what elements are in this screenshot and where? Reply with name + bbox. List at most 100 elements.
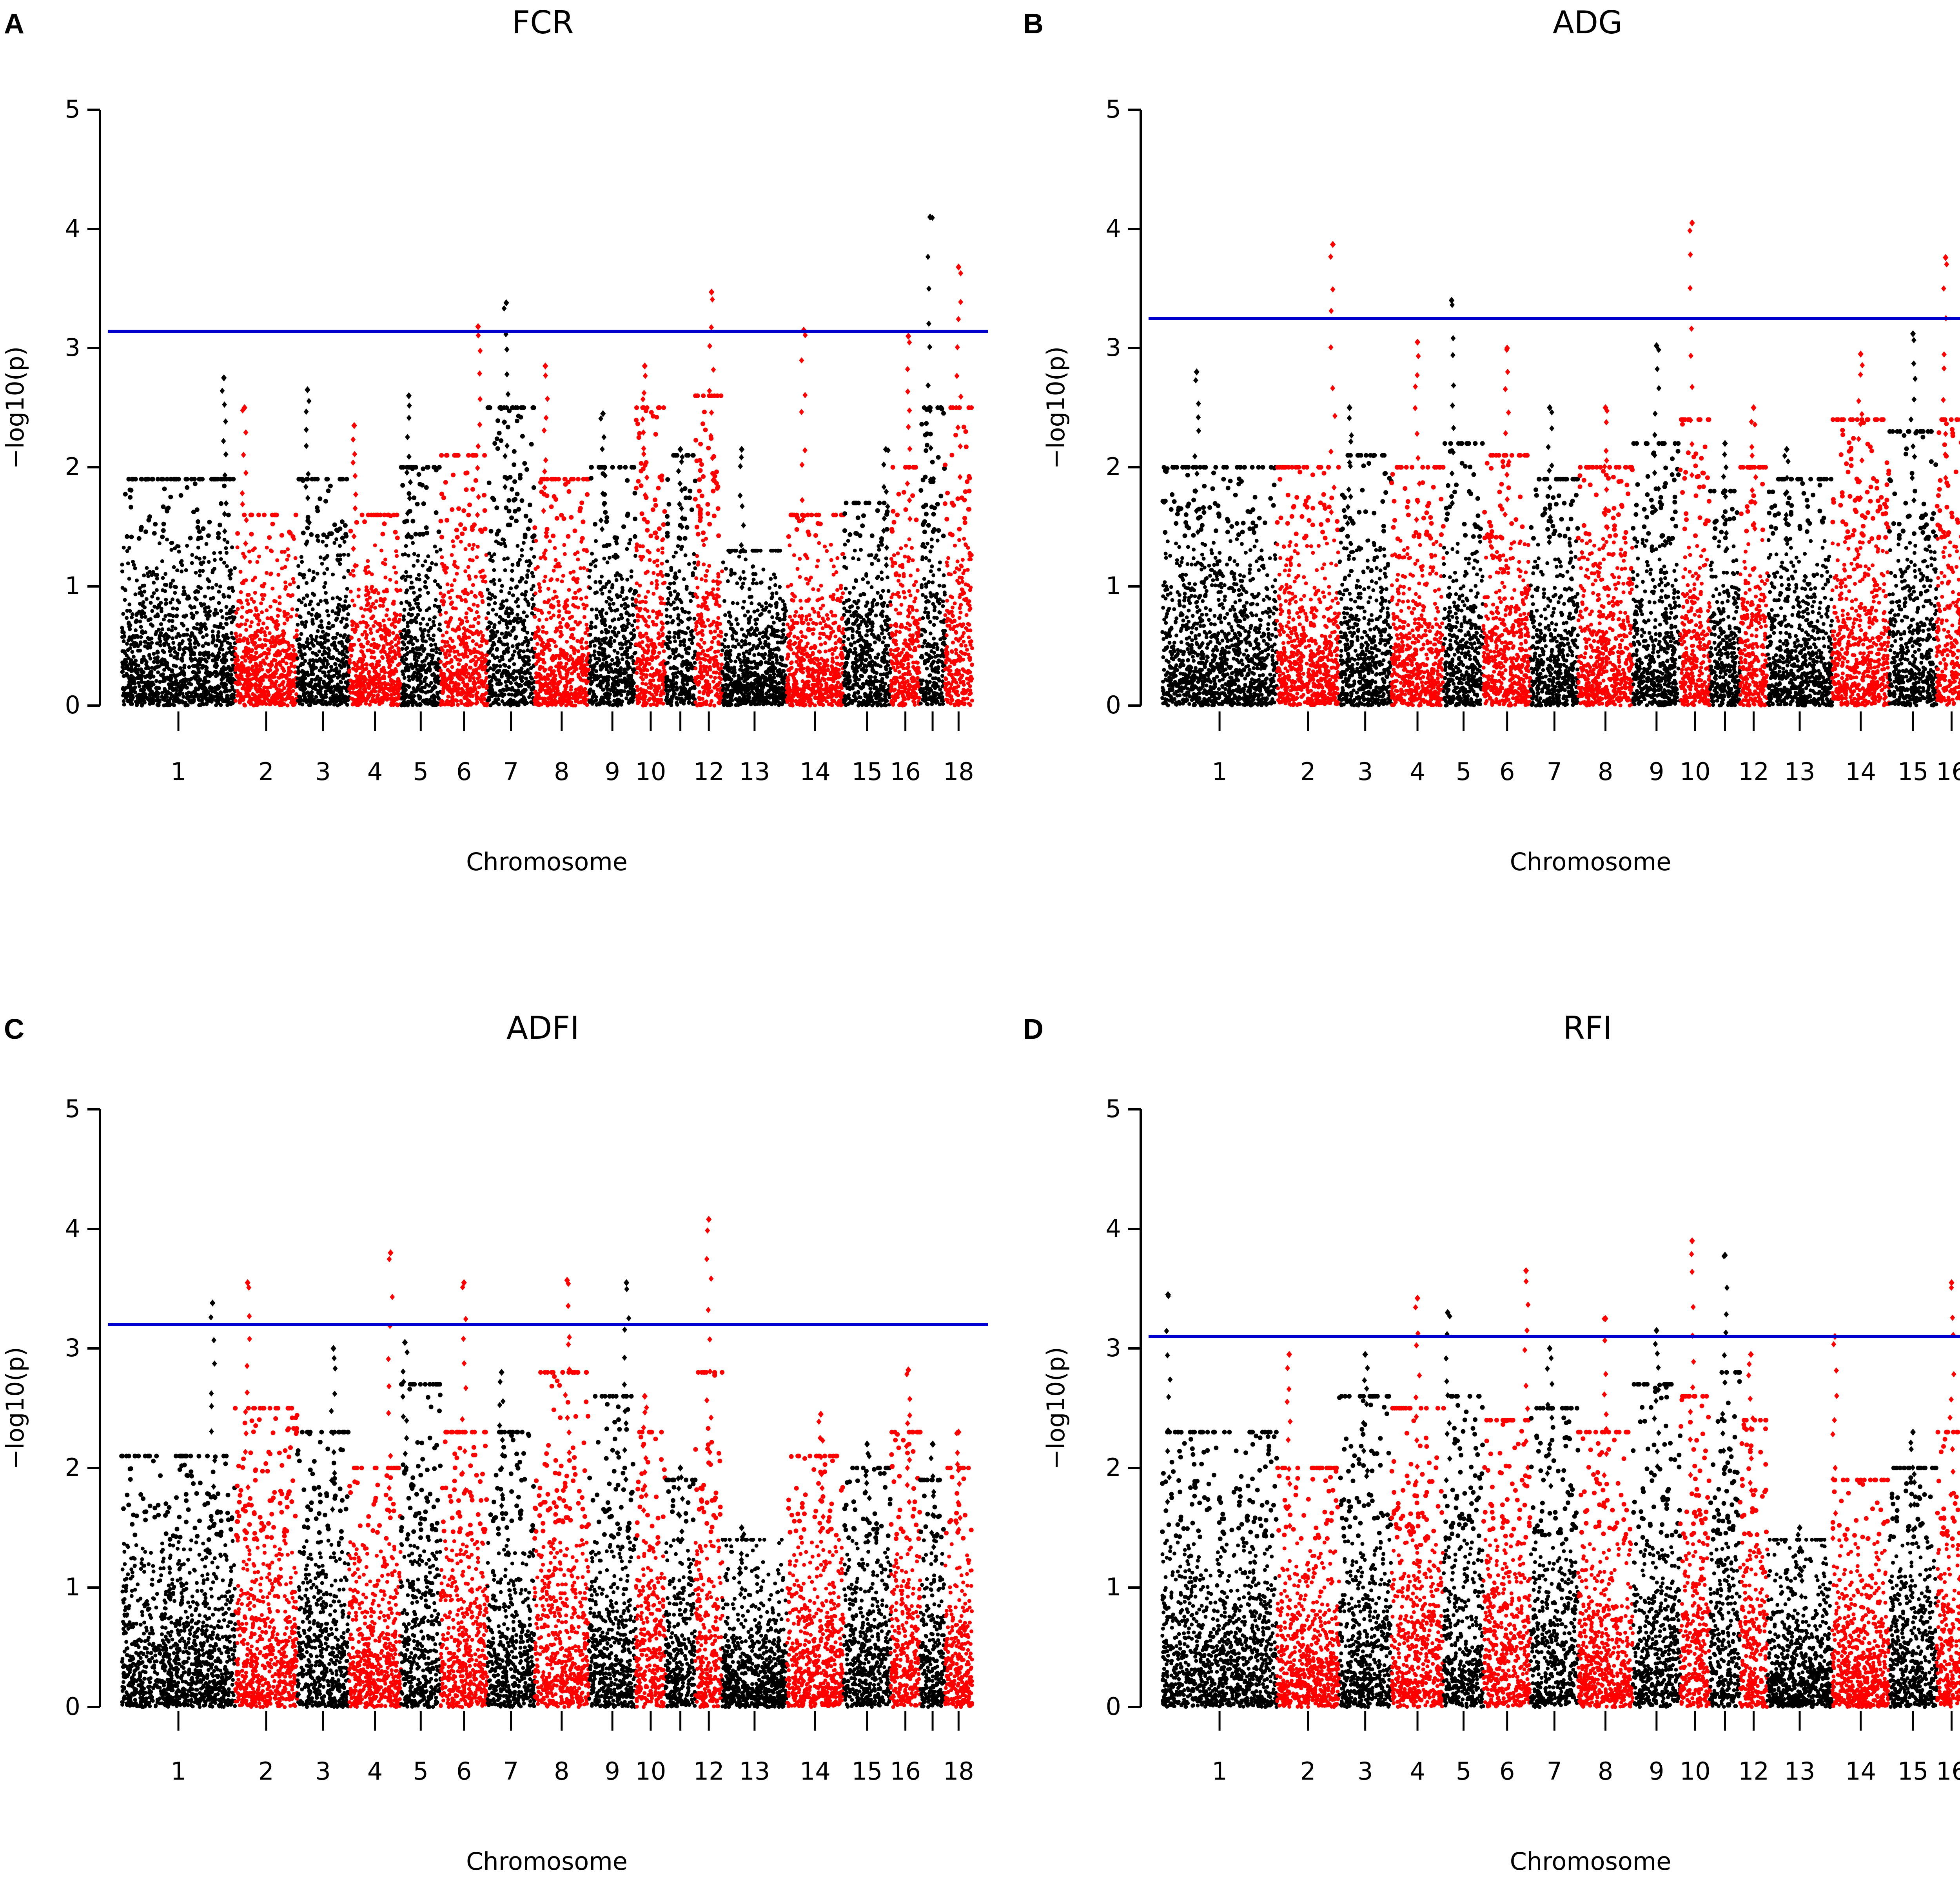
- snp-point: [207, 560, 211, 564]
- snp-point: [202, 653, 206, 657]
- snp-point: [139, 527, 143, 532]
- snp-point: [155, 577, 159, 581]
- snp-point: [120, 635, 124, 639]
- snp-point: [120, 562, 124, 566]
- snp-point: [189, 700, 192, 704]
- snp-point: [214, 583, 218, 587]
- snp-point: [179, 493, 183, 498]
- snp-point: [157, 686, 161, 690]
- snp-point: [154, 573, 158, 577]
- snp-point: [189, 656, 193, 660]
- snp-point: [158, 644, 162, 648]
- snp-point: [211, 630, 215, 633]
- snp-point: [218, 551, 222, 555]
- snp-point: [133, 667, 137, 671]
- snp-point: [190, 611, 194, 615]
- snp-point: [165, 583, 169, 587]
- snp-point: [143, 630, 147, 634]
- snp-point: [205, 689, 209, 693]
- snp-point: [169, 582, 173, 586]
- y-tick-label: 2: [65, 452, 80, 481]
- snp-point: [240, 606, 244, 610]
- snp-point: [230, 658, 234, 662]
- snp-point: [198, 631, 202, 635]
- snp-point: [136, 675, 140, 679]
- snp-point: [204, 626, 208, 630]
- snp-point: [164, 598, 168, 602]
- snp-point: [188, 536, 193, 541]
- snp-point: [213, 558, 217, 562]
- snp-point: [221, 660, 225, 664]
- snp-point: [125, 616, 129, 620]
- snp-point: [200, 687, 204, 691]
- snp-point: [220, 667, 224, 671]
- snp-point: [211, 586, 214, 590]
- snp-point: [222, 528, 227, 534]
- snp-point: [122, 691, 126, 695]
- snp-point: [255, 560, 259, 564]
- snp-point: [196, 546, 200, 550]
- snp-point: [216, 477, 220, 481]
- snp-point: [138, 649, 142, 653]
- snp-point: [175, 607, 179, 611]
- snp-point: [287, 530, 292, 534]
- snp-point: [120, 665, 124, 669]
- snp-point: [143, 658, 147, 662]
- snp-point: [224, 622, 228, 626]
- snp-point: [173, 674, 177, 678]
- snp-point: [134, 700, 138, 704]
- snp-point: [175, 614, 179, 618]
- snp-point: [197, 703, 201, 707]
- snp-point: [232, 615, 236, 619]
- snp-point: [162, 697, 165, 701]
- snp-point: [176, 599, 180, 602]
- snp-point: [120, 570, 124, 573]
- snp-point: [150, 666, 154, 670]
- snp-point: [142, 584, 146, 588]
- snp-point: [143, 675, 147, 679]
- snp-point: [197, 668, 201, 672]
- snp-point: [194, 555, 198, 559]
- snp-point: [124, 663, 128, 667]
- snp-point: [210, 686, 214, 690]
- snp-point: [160, 657, 164, 661]
- snp-point: [131, 612, 134, 616]
- snp-point: [184, 646, 188, 650]
- snp-point: [224, 683, 228, 687]
- snp-point: [177, 550, 181, 553]
- snp-point: [193, 646, 197, 650]
- snp-point: [167, 643, 171, 647]
- snp-point: [197, 529, 202, 534]
- snp-point: [196, 537, 200, 541]
- snp-point: [226, 513, 231, 517]
- snp-point: [229, 568, 233, 572]
- snp-point: [165, 633, 169, 637]
- snp-point: [155, 588, 159, 592]
- snp-point: [214, 644, 218, 648]
- x-axis-label: Chromosome: [466, 847, 628, 876]
- snp-point: [153, 522, 158, 526]
- snp-point: [149, 601, 153, 605]
- snp-point: [203, 657, 207, 661]
- snp-point: [149, 617, 152, 621]
- snp-point: [123, 588, 127, 592]
- snp-point: [187, 691, 191, 695]
- snp-point: [211, 477, 216, 481]
- snp-point: [207, 605, 211, 609]
- snp-point: [169, 548, 173, 552]
- snp-point: [162, 650, 166, 654]
- snp-point: [205, 702, 209, 706]
- snp-point: [228, 609, 232, 613]
- snp-point: [182, 666, 186, 670]
- snp-point: [231, 477, 236, 481]
- snp-point: [185, 633, 189, 637]
- snp-point: [191, 664, 195, 668]
- snp-point: [193, 677, 197, 681]
- snp-point: [125, 653, 129, 657]
- snp-point: [225, 564, 229, 568]
- snp-point: [190, 553, 194, 557]
- snp-point: [215, 671, 219, 675]
- snp-point: [194, 639, 198, 643]
- snp-point: [214, 608, 218, 612]
- snp-point: [178, 672, 181, 676]
